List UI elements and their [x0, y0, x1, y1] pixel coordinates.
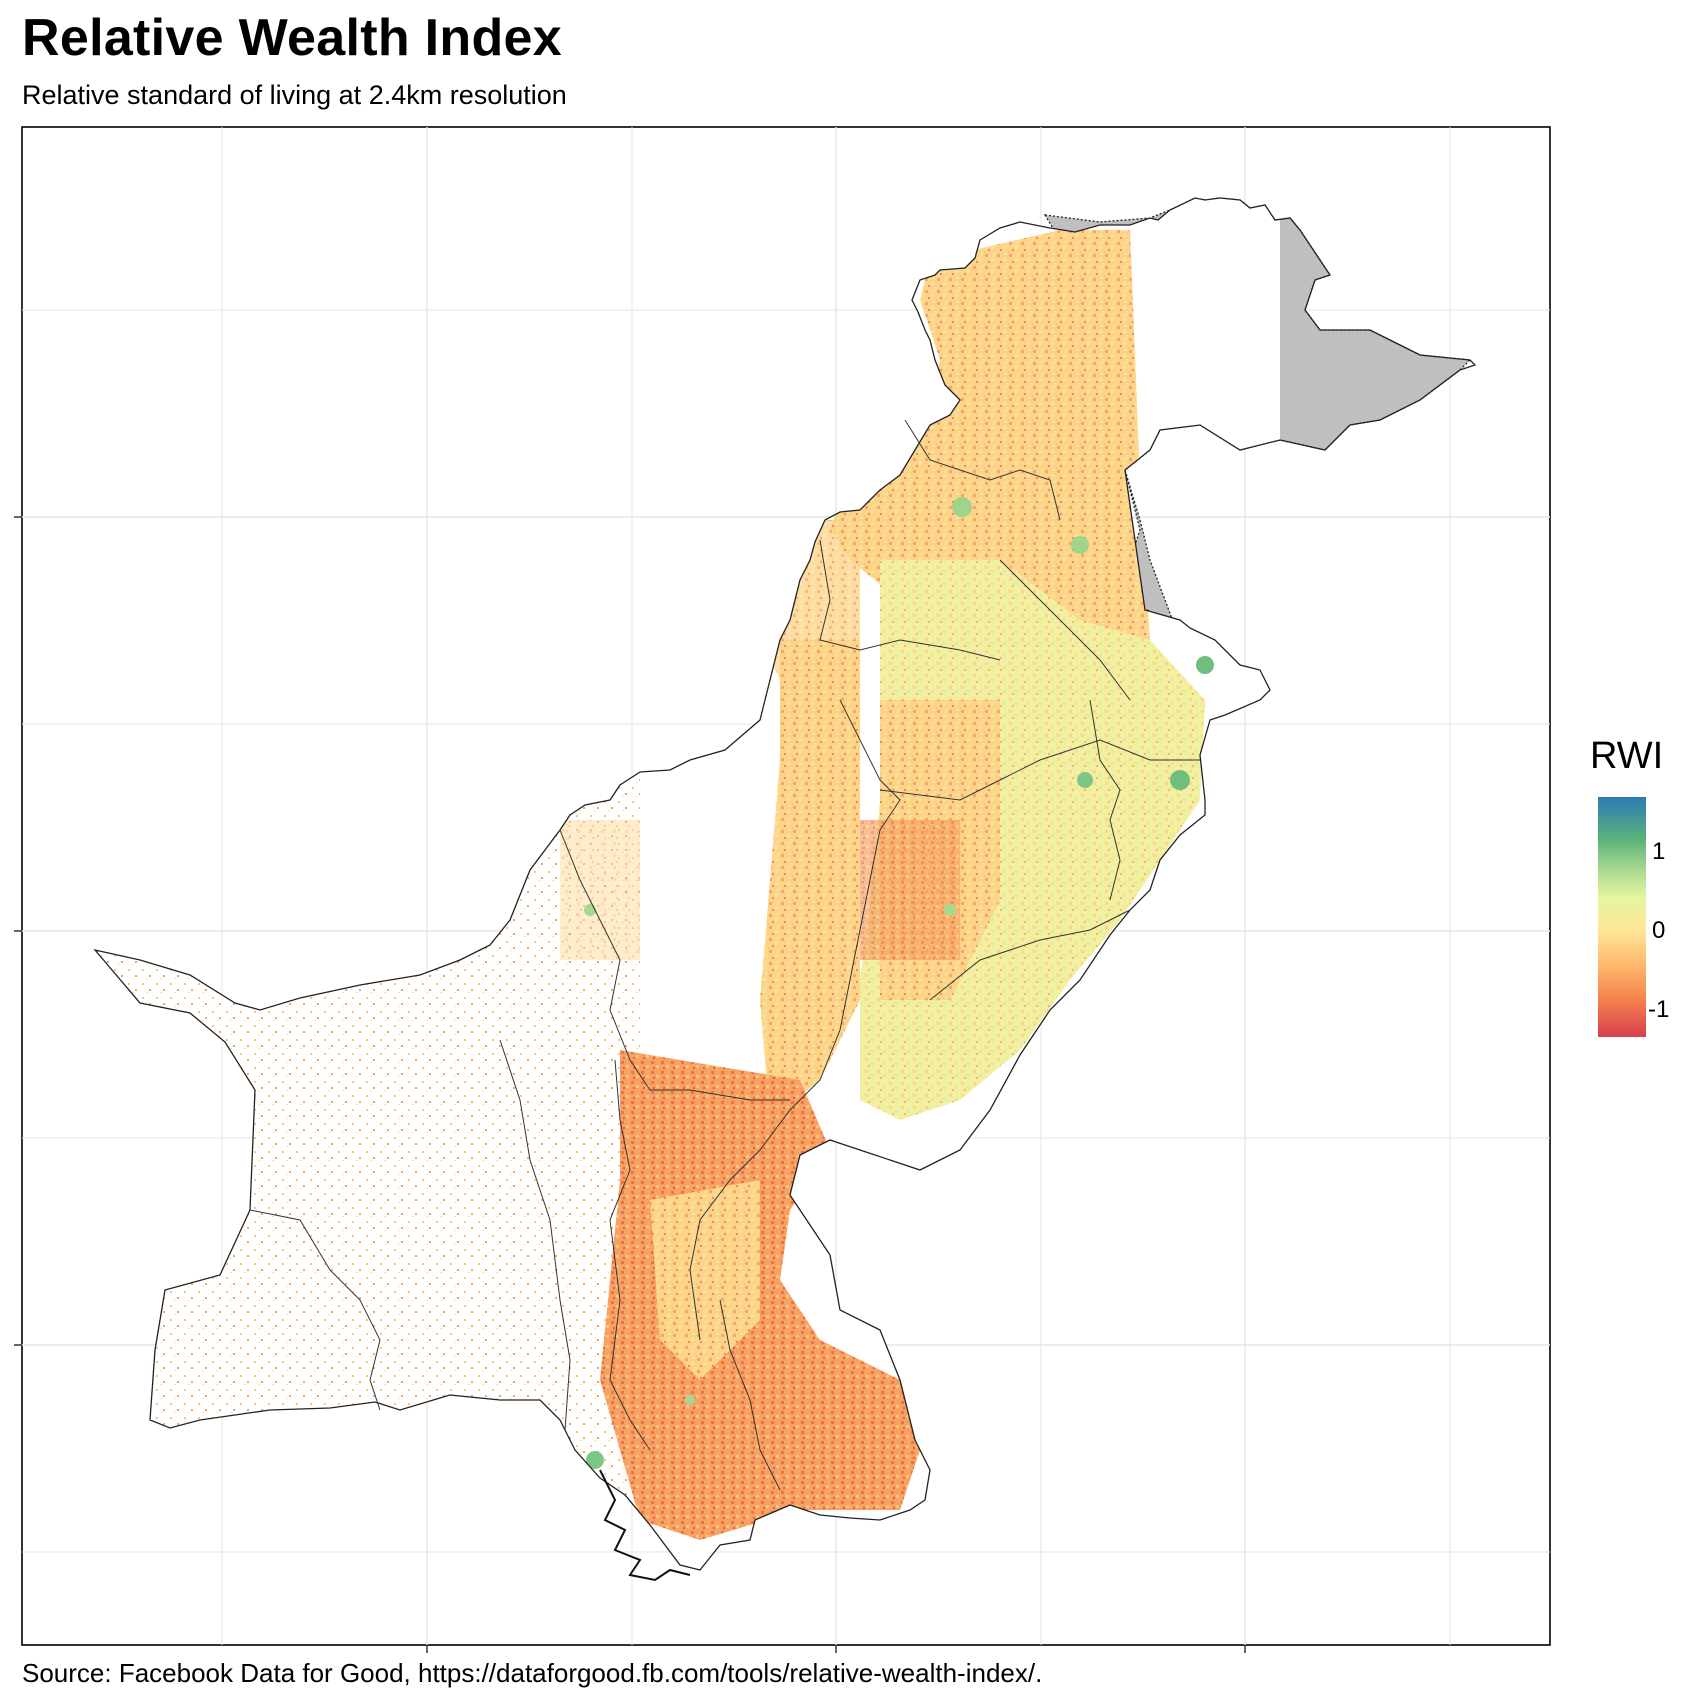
- legend-colorbar: [1598, 797, 1646, 1037]
- district-boundaries: [249, 419, 1200, 1491]
- chart-title: Relative Wealth Index: [22, 9, 562, 67]
- source-caption: Source: Facebook Data for Good, https://…: [22, 1658, 1043, 1688]
- legend-title: RWI: [1590, 735, 1664, 777]
- legend-tick-1: 1: [1652, 838, 1666, 865]
- legend-tick-minus1: -1: [1648, 996, 1670, 1023]
- coastline-detail: [599, 1469, 691, 1582]
- axis-ticks: [14, 516, 1246, 1653]
- legend: RWI 1 0 -1: [1590, 735, 1690, 1037]
- chart-subtitle: Relative standard of living at 2.4km res…: [22, 80, 567, 110]
- legend-tick-0: 0: [1652, 917, 1666, 944]
